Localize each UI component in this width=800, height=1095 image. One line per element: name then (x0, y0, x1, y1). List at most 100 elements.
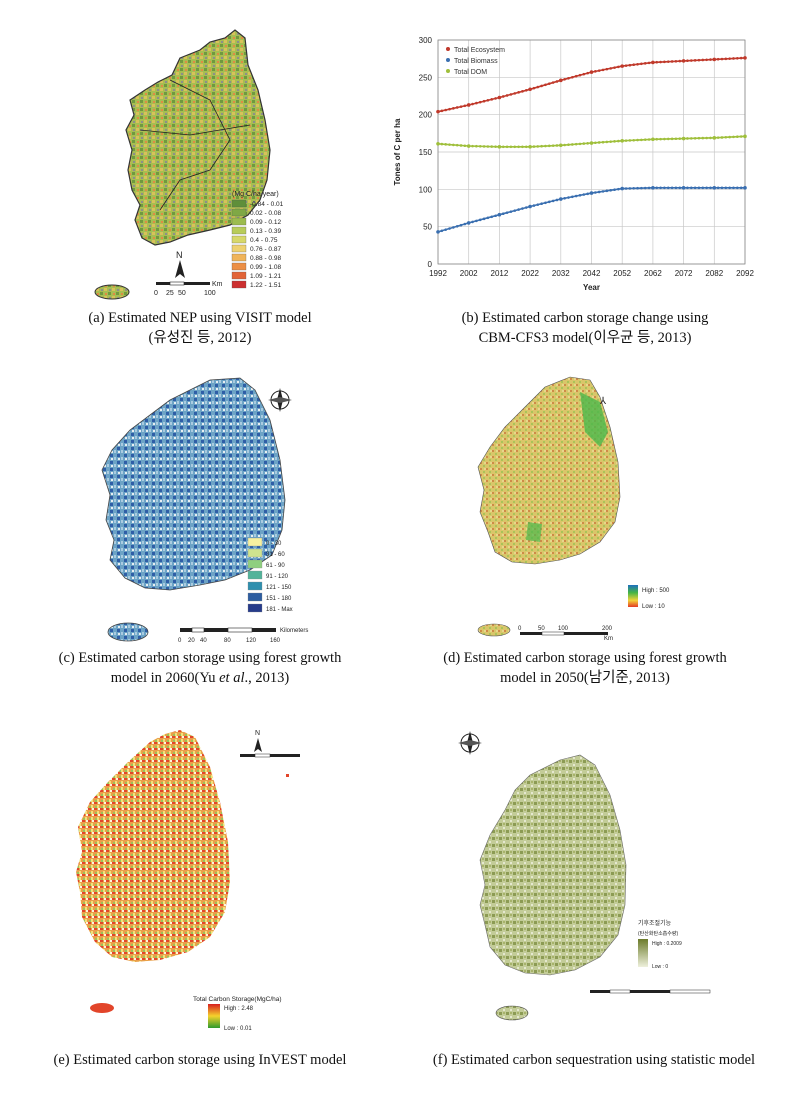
legend-label: 61 - 90 (266, 563, 285, 569)
series-marker (693, 59, 697, 62)
series-marker (532, 86, 536, 90)
series-marker (597, 69, 601, 72)
data-point (466, 221, 471, 225)
series-marker (670, 60, 674, 63)
legend-swatch (231, 280, 247, 289)
caption-c: (c) Estimated carbon storage using fores… (58, 650, 342, 686)
gradient-legend (638, 939, 648, 967)
legend-marker (446, 69, 450, 73)
series-marker (505, 94, 509, 97)
svg-text:25: 25 (166, 290, 174, 297)
series-marker (705, 136, 708, 140)
panel-e-map: N Total Carbon Storage(MgC/ha) High : 2.… (40, 712, 380, 1042)
svg-text:50: 50 (178, 290, 186, 297)
legend-swatch (247, 548, 263, 558)
series-marker (521, 90, 524, 93)
series-marker (551, 81, 555, 84)
series-marker (578, 194, 582, 197)
data-point (589, 141, 594, 145)
series-marker (567, 196, 570, 199)
caption-f: (f) Estimated carbon sequestration using… (432, 1052, 756, 1068)
y-tick-label: 100 (419, 185, 433, 194)
data-point (743, 134, 747, 139)
series-marker (455, 143, 459, 147)
legend-label: 121 - 150 (266, 585, 292, 591)
series-marker (448, 227, 451, 230)
series-marker (655, 137, 659, 141)
svg-text:100: 100 (204, 290, 216, 297)
series-marker (544, 83, 547, 87)
series-marker (640, 186, 643, 190)
series-marker (459, 223, 463, 227)
series-marker (521, 207, 524, 210)
series-marker (455, 224, 459, 228)
legend-label: 0.76 - 0.87 (250, 246, 281, 253)
x-tick-label: 2022 (521, 269, 539, 278)
series-marker (536, 145, 540, 148)
series-marker (640, 62, 643, 66)
series-marker (647, 138, 651, 141)
legend-label: 0.99 - 1.08 (250, 264, 281, 271)
series-marker (617, 139, 620, 143)
data-point (466, 103, 471, 107)
x-tick-label: 2002 (460, 269, 478, 278)
series-marker (440, 229, 444, 233)
series-marker (452, 143, 455, 147)
series-marker (475, 144, 478, 148)
svg-text:기후조절기능: 기후조절기능 (638, 919, 672, 927)
y-tick-label: 300 (419, 36, 433, 45)
legend-label: 1.09 - 1.21 (250, 273, 281, 280)
svg-text:100: 100 (558, 626, 569, 632)
data-point (620, 64, 624, 68)
x-tick-label: 2092 (736, 269, 754, 278)
series-marker (459, 144, 463, 147)
series-marker (605, 189, 609, 193)
series-marker (663, 60, 666, 64)
caption-b: (b) Estimated carbon storage change usin… (461, 310, 709, 346)
series-marker (448, 107, 451, 111)
data-point (497, 144, 502, 149)
series-marker (501, 95, 505, 98)
svg-text:Total Carbon Storage(MgC/ha): Total Carbon Storage(MgC/ha) (193, 996, 282, 1003)
data-point (651, 186, 655, 190)
series-marker (720, 57, 724, 61)
data-point (436, 230, 440, 234)
series-marker (582, 142, 586, 145)
carbon-storage-chart: 0 50 100 150 200 250 300 1992 2002 2012 2022 2032 20… (393, 36, 754, 292)
series-marker (482, 99, 486, 103)
series-marker (709, 58, 712, 61)
series-marker (716, 136, 720, 139)
series-marker (452, 107, 455, 110)
x-tick-label: 2072 (675, 269, 693, 278)
svg-text:Low : 0.01: Low : 0.01 (224, 1026, 252, 1032)
series-marker (551, 199, 555, 203)
series-marker (739, 135, 743, 138)
plot-frame (437, 39, 746, 265)
legend-label: 1.22 - 1.51 (250, 282, 281, 289)
series-marker (686, 59, 689, 63)
series-marker (490, 215, 494, 219)
series-marker (655, 60, 659, 64)
series-marker (567, 143, 570, 147)
korea-invest-map: N Total Carbon Storage(MgC/ha) High : 2.… (76, 730, 300, 1032)
caption-a: (a) Estimated NEP using VISIT model (유성진… (88, 310, 312, 346)
svg-text:N: N (255, 730, 260, 737)
series-marker (574, 142, 578, 146)
series-marker (478, 100, 482, 104)
series-marker (705, 58, 708, 62)
series-marker (609, 188, 612, 192)
data-point (620, 139, 624, 143)
legend-swatch (231, 199, 247, 208)
compass-rose-icon (268, 388, 292, 412)
panel-d-map: ⅄ High : 500 Low : 10 0 50 100 200 Km (450, 372, 770, 642)
series-marker (666, 186, 670, 190)
series-marker (586, 192, 589, 196)
korea-carbon-map-2060: 0 - 30 31 - 60 61 - 90 91 - 120 121 - 150 151… (101, 377, 308, 644)
series-marker (505, 211, 509, 214)
series-marker (601, 140, 605, 144)
series-marker (605, 140, 609, 144)
series-marker (459, 105, 463, 108)
series-marker (728, 186, 731, 190)
series-marker (643, 186, 647, 190)
legend-swatch (247, 581, 263, 591)
